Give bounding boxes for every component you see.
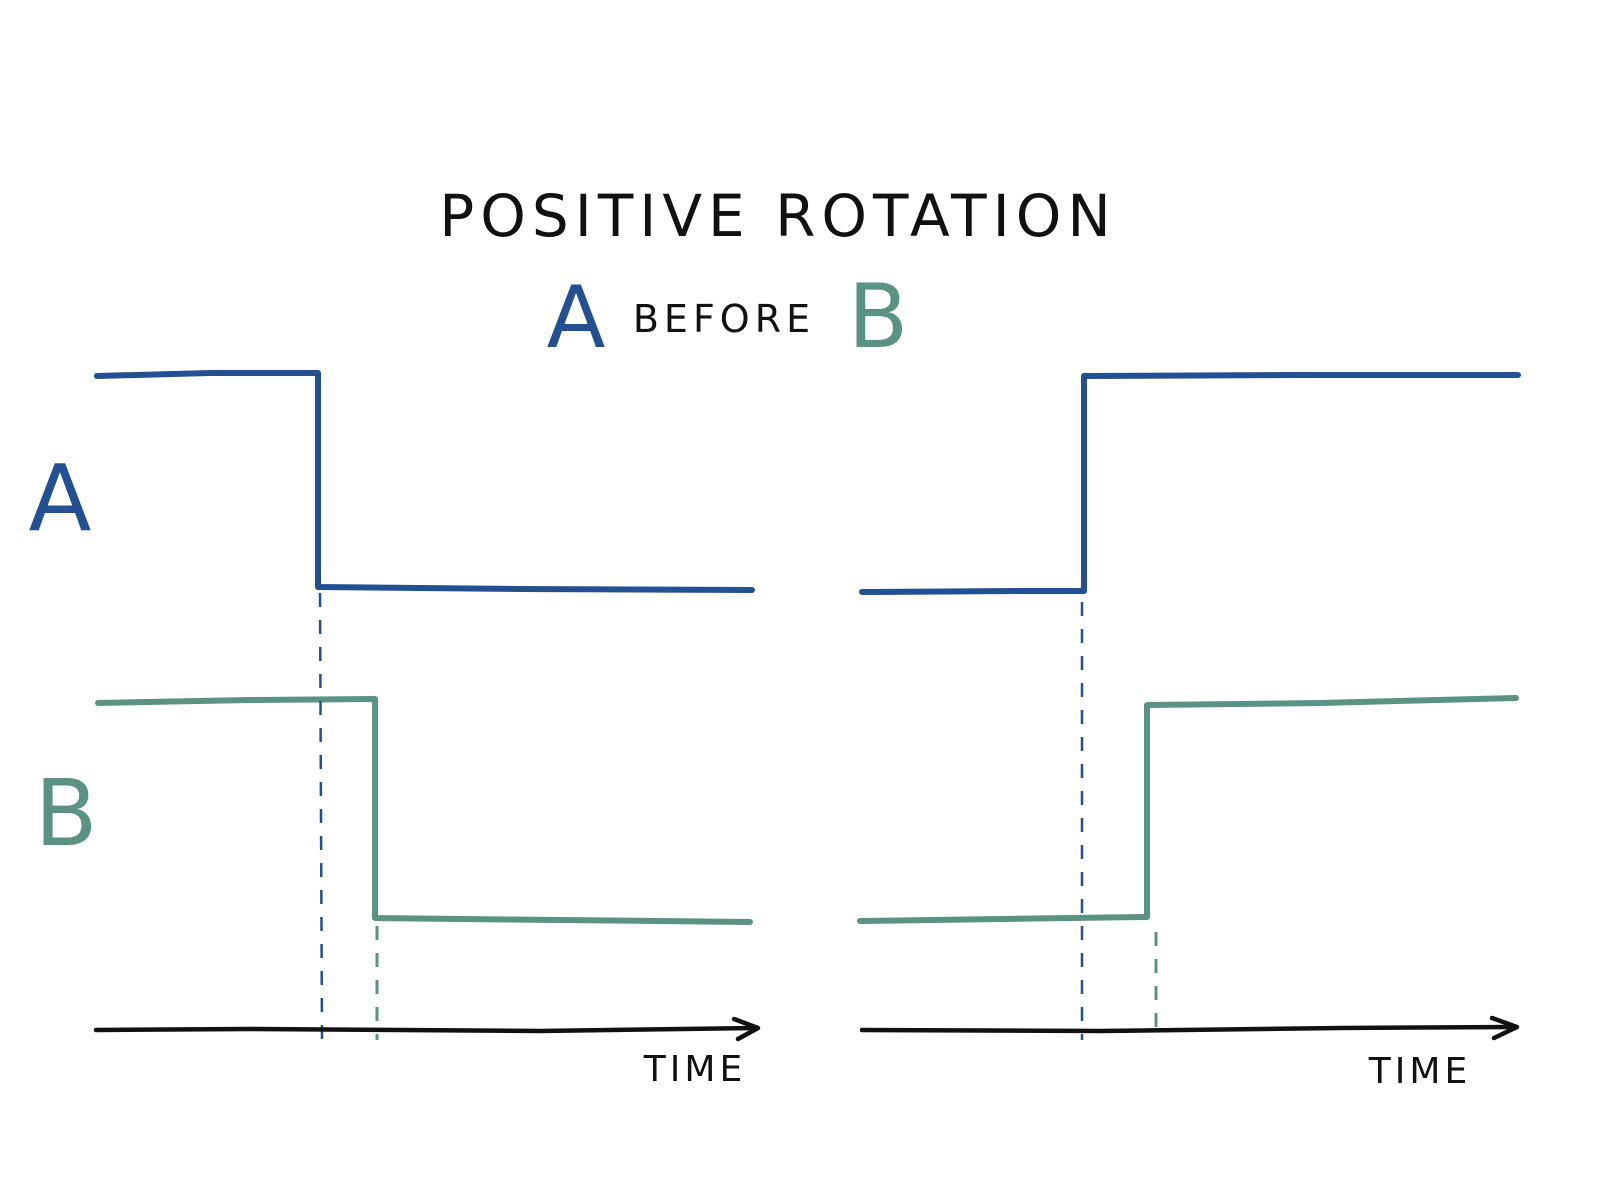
signal-b-label: B [34, 760, 97, 867]
right-time-axis-arrowhead [1489, 1015, 1520, 1041]
left-time-axis [93, 1025, 759, 1034]
left-signal-a-transition-guide [318, 592, 324, 1041]
subtitle-a-label: A [547, 268, 606, 368]
signal-a-label: A [29, 445, 92, 552]
left-time-axis-arrowhead [731, 1016, 761, 1042]
right-signal-a-waveform [859, 372, 1521, 595]
right-signal-b-waveform [857, 695, 1519, 924]
subtitle-b-label: B [848, 265, 908, 368]
left-panel: Time [93, 370, 761, 1090]
diagram-title: Positive Rotation [439, 182, 1116, 250]
right-time-axis-label: Time [1368, 1051, 1471, 1092]
left-time-axis-label: Time [643, 1049, 746, 1090]
left-signal-a-waveform [94, 370, 755, 593]
right-panel: Time [857, 372, 1521, 1092]
left-signal-b-waveform [95, 696, 753, 925]
right-time-axis [859, 1024, 1518, 1034]
subtitle-before-label: before [633, 297, 815, 341]
